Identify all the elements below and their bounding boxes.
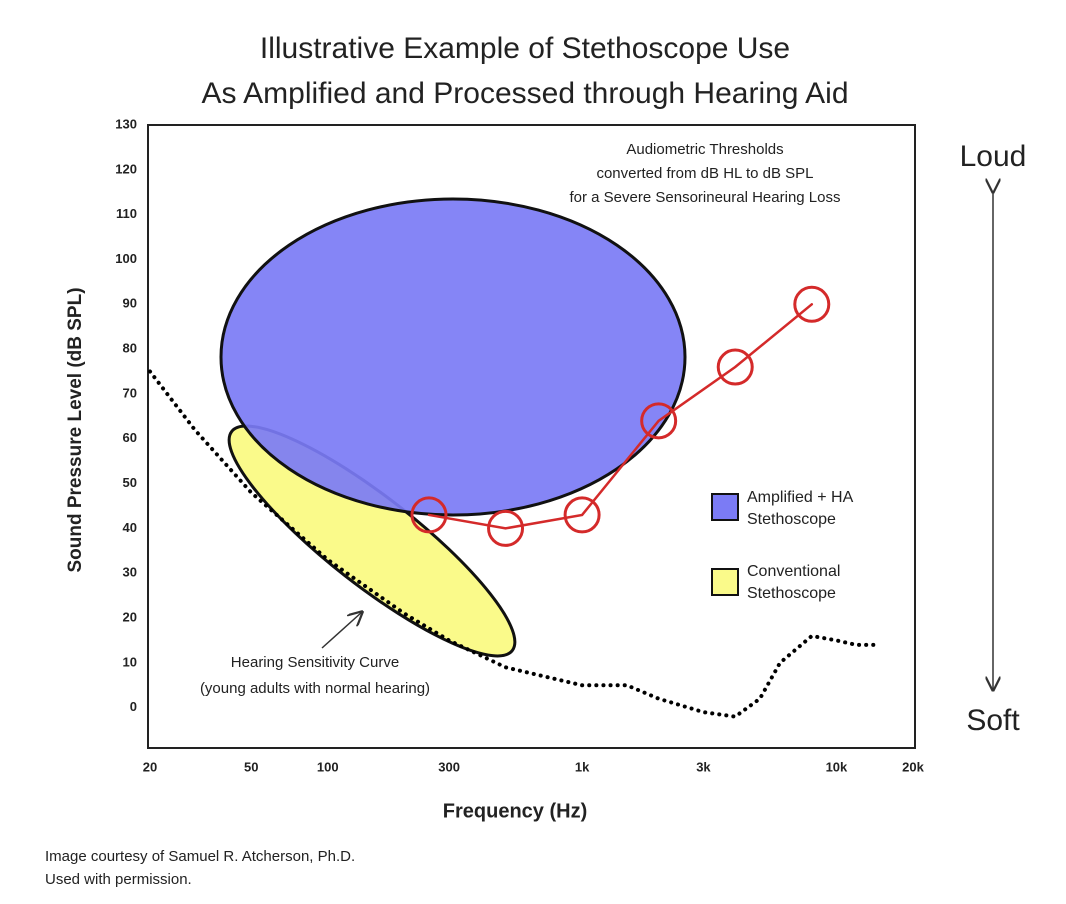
- y-tick-label: 20: [123, 609, 137, 624]
- y-tick-label: 120: [115, 161, 137, 176]
- threshold-marker: [563, 496, 601, 534]
- y-tick-label: 130: [115, 116, 137, 131]
- side-label: Loud: [960, 140, 1027, 173]
- threshold-marker: [640, 402, 678, 440]
- x-tick-label: 3k: [696, 759, 711, 774]
- threshold-marker: [487, 509, 525, 547]
- y-tick-label: 0: [130, 699, 137, 714]
- annotation: Audiometric Thresholds: [626, 141, 783, 158]
- y-tick-label: 50: [123, 475, 137, 490]
- threshold-marker: [793, 285, 831, 323]
- x-tick-label: 10k: [826, 759, 848, 774]
- y-tick-label: 10: [123, 654, 137, 669]
- x-tick-label: 100: [317, 759, 339, 774]
- threshold-marker: [410, 496, 448, 534]
- x-tick-label: 300: [438, 759, 460, 774]
- x-tick-label: 1k: [575, 759, 590, 774]
- hearing-curve: [148, 369, 876, 719]
- legend-label: Conventional Stethoscope: [747, 563, 841, 602]
- y-tick-label: 30: [123, 565, 137, 580]
- y-tick-label: 70: [123, 385, 137, 400]
- footnote: Image courtesy of Samuel R. Atcherson, P…: [45, 848, 355, 865]
- y-tick-label: 110: [116, 206, 137, 221]
- footnote: Used with permission.: [45, 871, 192, 888]
- annotation: for a Severe Sensorineural Hearing Loss: [570, 189, 841, 206]
- annotation-arrow: [321, 612, 362, 649]
- annotation: converted from dB HL to dB SPL: [596, 165, 813, 182]
- y-axis-label: Sound Pressure Level (dB SPL): [65, 287, 86, 572]
- plot-frame: [147, 124, 916, 749]
- x-tick-label: 20: [143, 759, 157, 774]
- legend-swatch: [711, 493, 739, 521]
- y-tick-label: 80: [123, 341, 137, 356]
- y-tick-label: 90: [123, 296, 137, 311]
- y-tick-label: 100: [115, 251, 137, 266]
- annotation: Hearing Sensitivity Curve: [231, 654, 399, 671]
- side-label: Soft: [966, 704, 1020, 737]
- x-tick-label: 50: [244, 759, 258, 774]
- chart-title: Illustrative Example of Stethoscope Use: [260, 32, 790, 65]
- x-axis-label: Frequency (Hz): [443, 800, 587, 822]
- legend-label: Amplified + HA Stethoscope: [747, 489, 853, 528]
- legend-swatch: [711, 568, 739, 596]
- annotation: (young adults with normal hearing): [200, 680, 430, 697]
- y-tick-label: 40: [123, 520, 137, 535]
- x-tick-label: 20k: [902, 759, 924, 774]
- threshold-marker: [716, 348, 754, 386]
- chart-title: As Amplified and Processed through Heari…: [201, 77, 848, 110]
- y-tick-label: 60: [123, 430, 137, 445]
- region: [219, 197, 687, 517]
